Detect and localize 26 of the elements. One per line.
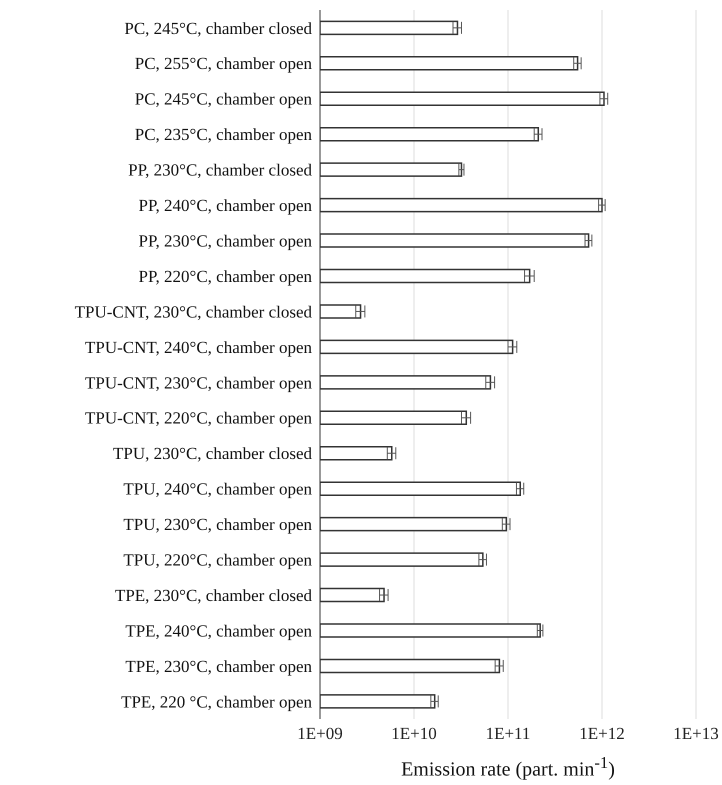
y-tick-label: TPU-CNT, 220°C, chamber open (85, 408, 312, 428)
y-tick-label: PP, 230°C, chamber closed (128, 160, 312, 180)
x-tick-label: 1E+11 (486, 724, 530, 744)
y-tick-label: PC, 235°C, chamber open (134, 125, 312, 144)
y-tick-label: TPE, 240°C, chamber open (125, 621, 312, 640)
y-tick-label: PC, 245°C, chamber closed (124, 18, 312, 38)
y-tick-label: TPE, 230°C, chamber closed (114, 586, 312, 605)
x-tick-label: 1E+13 (673, 724, 719, 744)
x-axis-title: Emission rate (part. min$^{-1}$) (400, 753, 616, 782)
y-tick-label: TPU, 230°C, chamber closed (113, 444, 312, 464)
y-tick-label: TPE, 230°C, chamber open (125, 656, 312, 676)
y-tick-label: PC, 255°C, chamber open (134, 54, 312, 74)
x-tick-label: 1E+10 (391, 724, 437, 744)
y-tick-label: TPU, 240°C, chamber open (123, 480, 312, 499)
x-tick-label: 1E+09 (297, 724, 343, 744)
y-tick-label: PP, 220°C, chamber open (138, 266, 312, 286)
y-tick-label: PC, 245°C, chamber open (134, 90, 312, 109)
y-tick-label: TPU, 230°C, chamber open (123, 515, 312, 534)
y-tick-label: TPU-CNT, 240°C, chamber open (85, 338, 312, 357)
y-tick-label: PP, 230°C, chamber open (138, 231, 312, 250)
y-tick-label: TPE, 220 °C, chamber open (121, 692, 312, 712)
y-tick-label: PP, 240°C, chamber open (138, 196, 312, 216)
y-tick-label: TPU-CNT, 230°C, chamber closed (74, 302, 312, 322)
x-tick-label: 1E+12 (579, 724, 625, 744)
y-tick-label: TPU, 220°C, chamber open (123, 550, 312, 570)
y-tick-label: TPU-CNT, 230°C, chamber open (85, 373, 312, 392)
